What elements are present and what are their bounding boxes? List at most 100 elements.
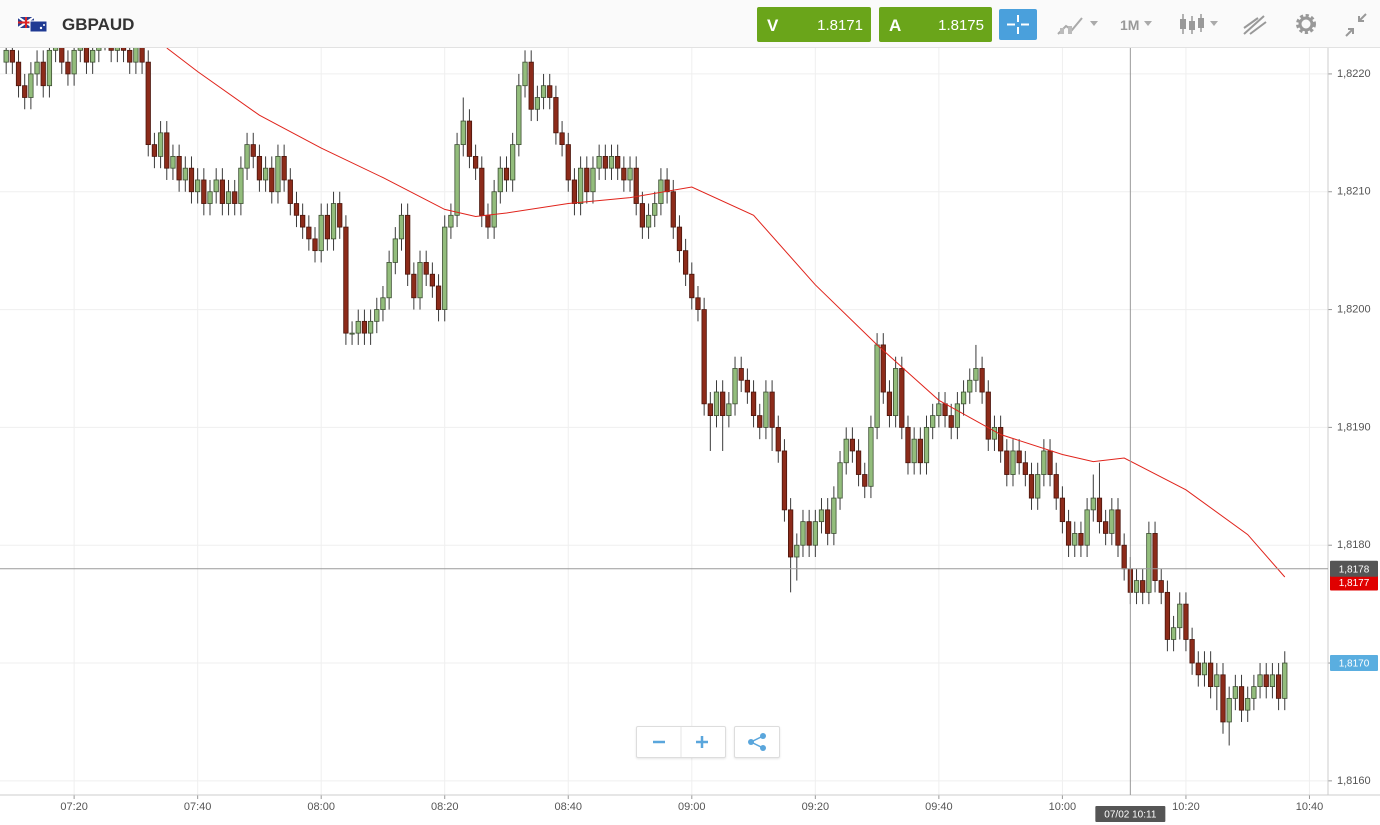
candle-body [398, 214, 405, 240]
collapse-button[interactable] [1340, 6, 1372, 42]
last-price-tag-box [1330, 655, 1378, 672]
timeframe[interactable]: 1M [1120, 17, 1140, 33]
crosshair-icon [1007, 15, 1029, 34]
currency-flags [18, 17, 48, 33]
candle-body [627, 167, 633, 181]
sell-price: 1.8171 [817, 17, 863, 34]
candle-body [170, 155, 176, 169]
candle-body [1201, 662, 1208, 676]
candle-body [28, 73, 34, 98]
candle-body [145, 61, 151, 146]
candle-body [225, 191, 232, 204]
zoom-controls [636, 726, 726, 758]
candle-body [133, 48, 139, 63]
y-tick-label: 1,8190 [1337, 421, 1371, 433]
candle-body [825, 509, 831, 534]
candle-body [96, 48, 102, 51]
candle-body [547, 85, 553, 98]
candle-body [442, 226, 448, 310]
settings-button[interactable] [1290, 6, 1322, 42]
zoom-buttons [653, 727, 708, 757]
candle-body [392, 238, 398, 263]
candle-body [862, 474, 868, 487]
timeframe-caret [1144, 21, 1152, 26]
sell-button[interactable]: V 1.8171 [757, 7, 871, 42]
candle-body [9, 49, 15, 63]
candle-body [1257, 674, 1263, 688]
share-icon [748, 733, 766, 751]
candle-body [3, 49, 9, 63]
x-tick-label: 10:00 [1049, 801, 1077, 813]
candle-body [1195, 662, 1201, 676]
candle-body [701, 309, 707, 405]
x-tick-label: 09:40 [925, 801, 953, 813]
chart: 1,8160 1,8170 1,8180 1,8190 1,8200 1,8210 1,82… [0, 48, 1380, 822]
candle-body [911, 438, 917, 464]
candle-body [522, 61, 528, 87]
candle-body [1109, 509, 1115, 534]
chart-type-button[interactable] [1052, 6, 1102, 42]
zoom-in-button[interactable] [696, 736, 708, 748]
candle-body [1028, 474, 1035, 499]
x-tick-label: 08:00 [307, 801, 335, 813]
x-tick-label: 10:40 [1296, 801, 1324, 813]
candle-body [114, 48, 120, 51]
candle-body [744, 379, 751, 393]
candle-body [380, 297, 386, 310]
candle-body [608, 155, 615, 169]
candle-body [1047, 450, 1053, 475]
candle-body [960, 391, 967, 405]
crosshair-price-tag: 1,8178 [1339, 564, 1370, 575]
candle-body [405, 214, 411, 275]
crosshair-button[interactable] [999, 9, 1037, 40]
candle-body [201, 179, 207, 204]
candle-body [293, 203, 300, 216]
candle-body [831, 497, 837, 534]
candle-body [120, 48, 127, 51]
candle-body [460, 120, 466, 146]
candle-body [330, 203, 337, 240]
candle-body [77, 48, 83, 51]
candle-body [720, 391, 726, 417]
y-tick-label: 1,8180 [1337, 539, 1371, 551]
candle-body [1220, 674, 1226, 723]
plot-background [0, 48, 1328, 795]
x-tick-label: 07:40 [184, 801, 212, 813]
x-tick-label: 09:00 [678, 801, 706, 813]
candle-body [349, 332, 355, 335]
candle-body [621, 167, 627, 181]
candle-body [1232, 686, 1238, 699]
candle-body [726, 403, 732, 417]
candle-body [1084, 509, 1090, 546]
candle-body [1238, 686, 1245, 711]
candle-body [219, 179, 225, 204]
candle-body [602, 155, 608, 169]
share-button[interactable] [734, 726, 780, 758]
draw-button[interactable] [1240, 6, 1270, 42]
candle-body [880, 344, 886, 393]
candle-body [367, 320, 374, 334]
y-tick-label: 1,8220 [1337, 68, 1371, 80]
candle-body [553, 97, 559, 134]
candle-body [411, 273, 417, 299]
crosshair-time-box [1095, 806, 1166, 822]
candles-button[interactable] [1178, 6, 1224, 42]
candle-body [312, 238, 318, 252]
candle-body [769, 391, 775, 428]
candle-body [707, 403, 713, 417]
candle-body [127, 49, 133, 63]
candle-body [1208, 662, 1214, 688]
candle-body [454, 144, 460, 216]
buy-button[interactable]: A 1.8175 [879, 7, 992, 42]
candle-body [954, 403, 961, 428]
candle-body [71, 49, 77, 75]
candle-body [244, 144, 250, 169]
candle-body [232, 191, 238, 204]
candle-body [448, 214, 454, 228]
candle-body [812, 521, 818, 546]
candle-body [571, 179, 578, 204]
buy-price: 1.8175 [938, 17, 984, 34]
ma-price-tag-box [1330, 574, 1378, 591]
x-tick-label: 08:20 [431, 801, 459, 813]
